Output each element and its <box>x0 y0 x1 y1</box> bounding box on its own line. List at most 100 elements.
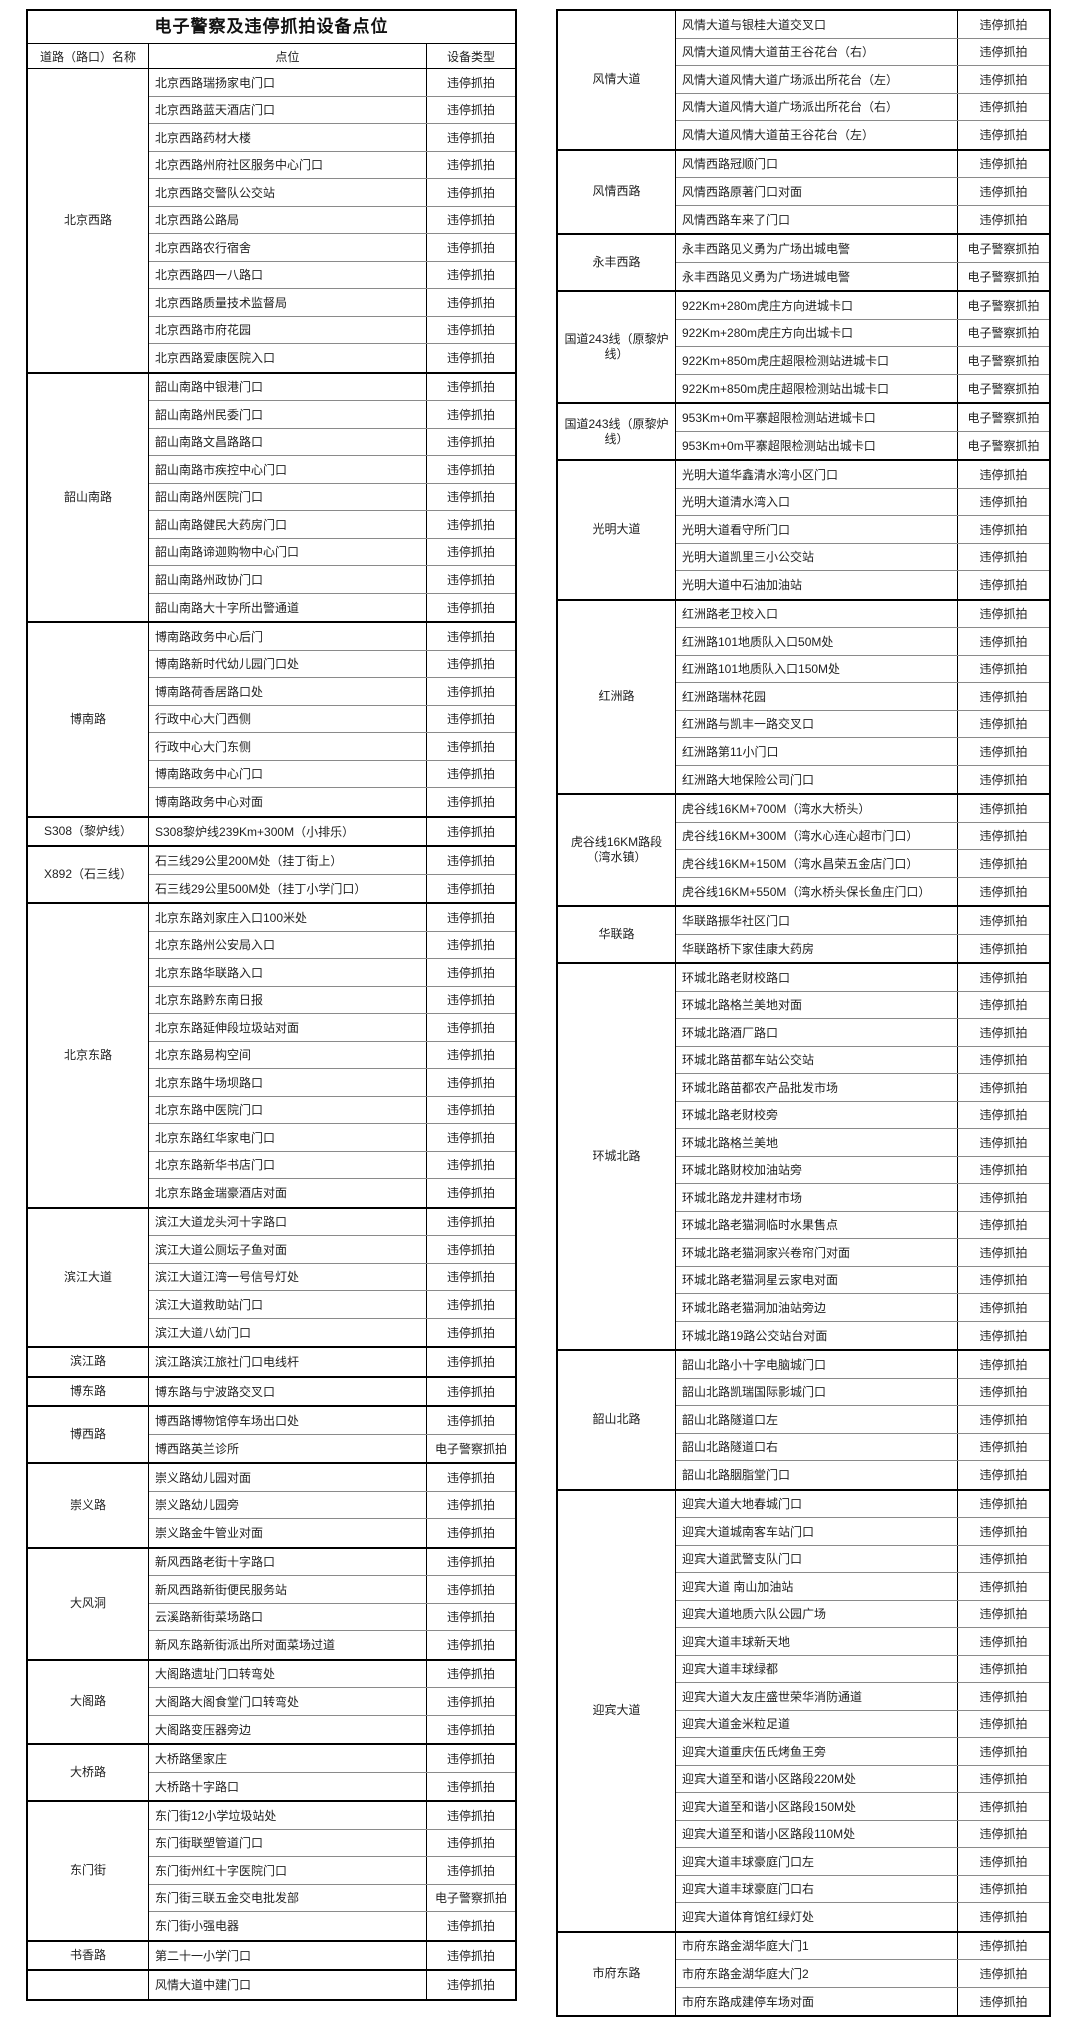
road-group: X892（石三线） 石三线29公里200M处（挂丁街上） 违停抓拍 石三线29公里50… <box>28 847 515 904</box>
device-type-cell: 违停抓拍 <box>979 1607 1028 1622</box>
device-type-cell: 违停抓拍 <box>446 1638 495 1653</box>
table-row: 滨江大道龙头河十字路口 违停抓拍 <box>149 1208 515 1236</box>
device-type-cell: 电子警察抓拍 <box>967 269 1040 284</box>
device-type-cell: 违停抓拍 <box>979 184 1028 199</box>
device-type-cell: 违停抓拍 <box>446 1498 495 1513</box>
table-row: 滨江路滨江旅社门口电线杆 违停抓拍 <box>149 1348 515 1376</box>
road-group: 国道243线（原黎炉线） 953Km+0m平寨超限检测站进城卡口 电子警察抓拍 953… <box>558 404 1049 461</box>
table-row: 韶山南路文昌路路口 违停抓拍 <box>149 428 515 456</box>
device-type-cell: 违停抓拍 <box>979 578 1028 593</box>
device-type-cell: 违停抓拍 <box>979 662 1028 677</box>
location-cell: 环城北路苗都车站公交站 <box>676 1046 958 1073</box>
table-row: 新风西路新街便民服务站 违停抓拍 <box>149 1576 515 1604</box>
road-name-cell: 大阁路 <box>28 1660 149 1743</box>
location-cell: 风情大道中建门口 <box>149 1971 427 1999</box>
location-cell: 风情大道风情大道苗王谷花台（右） <box>676 38 958 65</box>
table-row: 北京东路州公安局入口 违停抓拍 <box>149 931 515 959</box>
location-cell: 大阁路遗址门口转弯处 <box>149 1660 427 1687</box>
location-cell: 滨江大道公厕坛子鱼对面 <box>149 1236 427 1263</box>
device-type-cell: 违停抓拍 <box>979 1744 1028 1759</box>
location-cell: 环城北路酒厂路口 <box>676 1019 958 1046</box>
table-row: 北京东路黔东南日报 违停抓拍 <box>149 986 515 1014</box>
location-cell: 大阁路大阁食堂门口转弯处 <box>149 1688 427 1715</box>
road-group: 大风洞 新风西路老街十字路口 违停抓拍 新风西路新街便民服务站 违停抓拍 云溪路新街菜场路… <box>28 1548 515 1661</box>
device-type-cell: 违停抓拍 <box>979 1994 1028 2009</box>
road-name-cell: 博东路 <box>28 1377 149 1405</box>
table-row: 迎宾大道至和谐小区路段110M处 违停抓拍 <box>676 1820 1049 1848</box>
table-row: 953Km+0m平寨超限检测站进城卡口 电子警察抓拍 <box>676 404 1049 432</box>
device-type-cell: 违停抓拍 <box>446 767 495 782</box>
road-name-cell: 大风洞 <box>28 1548 149 1659</box>
device-type-cell: 违停抓拍 <box>446 1863 495 1878</box>
table-row: 风情大道风情大道广场派出所花台（右） 违停抓拍 <box>676 93 1049 121</box>
table-row: 崇义路幼儿园旁 违停抓拍 <box>149 1491 515 1519</box>
road-name-cell: X892（石三线） <box>28 847 149 902</box>
road-group: 市府东路 市府东路金湖华庭大门1 违停抓拍 市府东路金湖华庭大门2 违停抓拍 市府东路成建… <box>558 1932 1049 2015</box>
location-cell: 环城北路财校加油站旁 <box>676 1156 958 1183</box>
table-row: 韶山南路市疾控中心门口 违停抓拍 <box>149 456 515 484</box>
device-type-cell: 违停抓拍 <box>446 1075 495 1090</box>
device-type-cell: 电子警察抓拍 <box>967 410 1040 425</box>
device-type-cell: 电子警察抓拍 <box>967 353 1040 368</box>
location-cell: 韶山南路大十字所出警通道 <box>149 593 427 621</box>
device-type-cell: 违停抓拍 <box>979 212 1028 227</box>
location-cell: 迎宾大道 南山加油站 <box>676 1573 958 1600</box>
location-cell: 崇义路幼儿园旁 <box>149 1491 427 1518</box>
road-name-cell: 永丰西路 <box>558 235 676 290</box>
device-type-cell: 违停抓拍 <box>446 600 495 615</box>
device-type-cell: 违停抓拍 <box>979 17 1028 32</box>
location-cell: 滨江大道救助站门口 <box>149 1291 427 1318</box>
right-device-table: 风情大道 风情大道与银桂大道交叉口 违停抓拍 风情大道风情大道苗王谷花台（右） 违停抓拍… <box>556 9 1051 2017</box>
location-cell: 红洲路与凯丰一路交叉口 <box>676 710 958 737</box>
table-row: 华联路桥下家佳康大药房 违停抓拍 <box>676 934 1049 962</box>
device-type-cell: 违停抓拍 <box>979 128 1028 143</box>
location-cell: 环城北路老猫洞家兴卷帘门对面 <box>676 1239 958 1266</box>
device-type-cell: 违停抓拍 <box>446 1020 495 1035</box>
road-name-cell: 滨江大道 <box>28 1208 149 1346</box>
device-type-cell: 违停抓拍 <box>446 351 495 366</box>
location-cell: 922Km+280m虎庄方向出城卡口 <box>676 319 958 346</box>
table-row: 922Km+850m虎庄超限检测站进城卡口 电子警察抓拍 <box>676 347 1049 375</box>
location-cell: 华联路振华社区门口 <box>676 907 958 934</box>
location-cell: 迎宾大道丰球绿都 <box>676 1655 958 1682</box>
location-cell: 风情大道风情大道广场派出所花台（右） <box>676 93 958 120</box>
device-type-cell: 违停抓拍 <box>446 684 495 699</box>
road-group: 滨江路 滨江路滨江旅社门口电线杆 违停抓拍 <box>28 1348 515 1378</box>
device-type-cell: 违停抓拍 <box>446 1751 495 1766</box>
table-row: 虎谷线16KM+300M（湾水心连心超市门口） 违停抓拍 <box>676 822 1049 850</box>
device-type-cell: 违停抓拍 <box>446 407 495 422</box>
location-cell: 光明大道中石油加油站 <box>676 571 958 599</box>
table-row: 云溪路新街菜场路口 违停抓拍 <box>149 1603 515 1631</box>
table-row: 韶山南路谛迦购物中心门口 违停抓拍 <box>149 538 515 566</box>
location-cell: 北京东路牛场坝路口 <box>149 1069 427 1096</box>
table-row: 迎宾大道 南山加油站 违停抓拍 <box>676 1573 1049 1601</box>
device-type-cell: 违停抓拍 <box>446 1779 495 1794</box>
road-name-cell: 大桥路 <box>28 1745 149 1800</box>
road-name-cell <box>28 1971 149 1999</box>
device-type-cell: 违停抓拍 <box>979 1717 1028 1732</box>
table-row: 922Km+280m虎庄方向出城卡口 电子警察抓拍 <box>676 319 1049 347</box>
device-type-cell: 违停抓拍 <box>446 965 495 980</box>
table-row: 迎宾大道丰球绿都 违停抓拍 <box>676 1655 1049 1683</box>
location-cell: 北京西路瑞扬家电门口 <box>149 69 427 96</box>
device-type-cell: 违停抓拍 <box>979 1080 1028 1095</box>
location-cell: 韶山北路隧道口左 <box>676 1406 958 1433</box>
location-cell: 大桥路十字路口 <box>149 1772 427 1800</box>
table-row: 虎谷线16KM+550M（湾水桥头保长鱼庄门口） 违停抓拍 <box>676 877 1049 905</box>
device-type-cell: 违停抓拍 <box>446 1722 495 1737</box>
table-row: 崇义路幼儿园对面 违停抓拍 <box>149 1464 515 1492</box>
road-name-cell: 光明大道 <box>558 461 676 599</box>
road-name-cell: S308（黎炉线） <box>28 817 149 845</box>
table-row: 红洲路第11小门口 违停抓拍 <box>676 738 1049 766</box>
road-name-cell: 国道243线（原黎炉线） <box>558 404 676 459</box>
location-cell: 博东路与宁波路交叉口 <box>149 1377 427 1405</box>
table-row: 环城北路财校加油站旁 违停抓拍 <box>676 1156 1049 1184</box>
table-row: 光明大道看守所门口 违停抓拍 <box>676 516 1049 544</box>
location-cell: 韶山南路健民大药房门口 <box>149 511 427 538</box>
device-type-cell: 违停抓拍 <box>446 1270 495 1285</box>
table-row: 韶山北路隧道口左 违停抓拍 <box>676 1406 1049 1434</box>
location-cell: 崇义路幼儿园对面 <box>149 1464 427 1491</box>
location-cell: 迎宾大道城南客车站门口 <box>676 1518 958 1545</box>
table-row: 迎宾大道地质六队公园广场 违停抓拍 <box>676 1600 1049 1628</box>
location-cell: 韶山南路中银港门口 <box>149 373 427 400</box>
